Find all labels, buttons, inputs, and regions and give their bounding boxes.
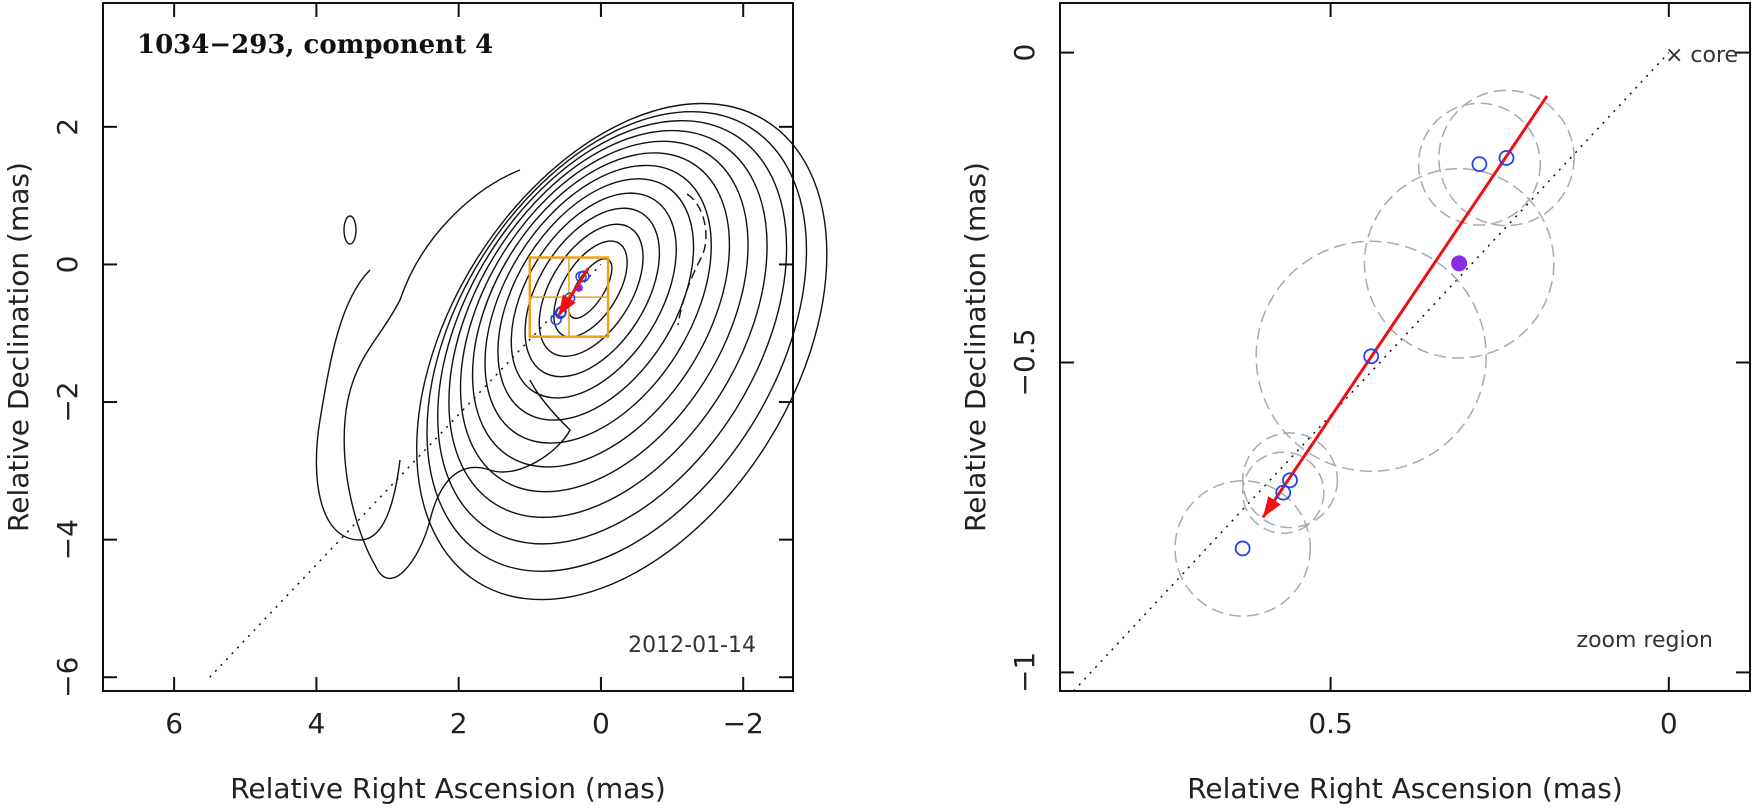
contour-level	[459, 140, 749, 493]
contour-level	[553, 240, 628, 338]
position-marker	[1275, 484, 1292, 501]
left-position-marker	[550, 313, 562, 326]
right-x-tick-label: 0.5	[1308, 707, 1353, 740]
core-label: × core	[1665, 43, 1738, 68]
left-y-tick-label: −2	[51, 381, 84, 422]
contour-level	[538, 223, 644, 357]
error-circle	[1174, 480, 1312, 617]
left-x-tick-label: 0	[592, 707, 610, 740]
position-marker	[1234, 540, 1251, 557]
left-y-tick-label: 0	[51, 256, 84, 274]
left-x-tick-label: 2	[450, 707, 468, 740]
right-y-axis-title: Relative Declination (mas)	[959, 162, 992, 532]
epoch-label: 2012-01-14	[628, 633, 756, 658]
left-y-tick-label: 2	[51, 118, 84, 136]
position-marker	[1471, 156, 1488, 173]
right-y-tick-label: −1	[1008, 652, 1041, 693]
right-x-axis-title: Relative Right Ascension (mas)	[1187, 772, 1623, 805]
left-x-tick-label: 6	[165, 707, 183, 740]
left-panel: 6 4 2 0 −2 −6 −4 −2 0 2 1034−293, component 4 201…	[2, 2, 828, 805]
error-circle	[1417, 102, 1542, 226]
contour-outer-jet-2	[315, 269, 401, 541]
contour-map	[315, 102, 828, 601]
left-x-tick-label: −2	[723, 707, 764, 740]
position-marker	[1282, 472, 1298, 489]
position-marker	[1498, 150, 1515, 166]
mean-error-circle	[1363, 167, 1555, 359]
contour-level	[471, 152, 731, 468]
jet-axis-line	[209, 263, 602, 678]
contour-level	[510, 192, 677, 399]
right-y-tick-label: 0	[1008, 44, 1041, 62]
error-circle	[1241, 432, 1339, 529]
right-velocity-arrowhead	[1262, 496, 1281, 518]
left-y-axis-title: Relative Declination (mas)	[2, 162, 35, 532]
left-x-tick-label: 4	[307, 707, 325, 740]
contour-level	[524, 207, 661, 378]
right-y-tick-label: −0.5	[1008, 328, 1041, 396]
right-velocity-arrow	[1261, 95, 1549, 519]
error-circle	[1438, 89, 1575, 227]
contour-outer-jet	[343, 169, 571, 580]
right-marks	[1072, 52, 1670, 692]
contour-level	[437, 119, 788, 545]
source-title: 1034−293, component 4	[137, 30, 493, 60]
error-circle	[1241, 451, 1325, 534]
left-plot-frame	[102, 2, 794, 692]
left-velocity-arrowhead	[558, 294, 576, 317]
contour-level	[448, 129, 768, 519]
left-y-tick-label: −6	[51, 657, 84, 698]
mean-position-marker	[1451, 255, 1468, 272]
contour-level	[484, 164, 712, 444]
position-marker	[1363, 348, 1380, 365]
right-x-tick-label: 0	[1660, 707, 1678, 740]
jet-axis-line	[1072, 52, 1670, 692]
left-marks	[209, 256, 610, 678]
zoom-region-label: zoom region	[1577, 628, 1713, 653]
left-y-tick-label: −4	[51, 519, 84, 560]
right-panel: 0.5 0 −1 −0.5 0 × core zoom region Relative …	[959, 2, 1751, 805]
negative-contour	[677, 193, 707, 326]
error-circle	[1255, 240, 1487, 473]
right-plot-frame	[1059, 2, 1751, 692]
contour-level	[426, 110, 808, 572]
right-ticks: 0.5 0 −1 −0.5 0	[1008, 3, 1750, 740]
left-x-axis-title: Relative Right Ascension (mas)	[230, 772, 666, 805]
contour-level	[497, 178, 695, 421]
contour-level	[416, 102, 828, 601]
contour-blob	[343, 215, 357, 245]
left-ticks: 6 4 2 0 −2 −6 −4 −2 0 2	[51, 3, 793, 740]
